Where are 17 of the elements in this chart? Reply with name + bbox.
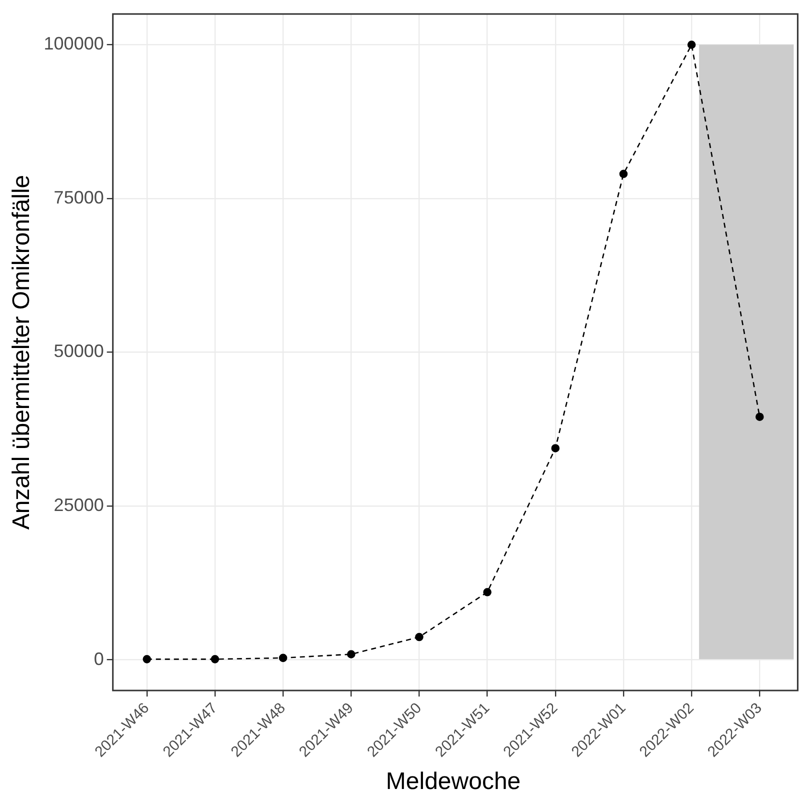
x-axis-title: Meldewoche [386, 768, 521, 796]
y-tick-label: 75000 [54, 187, 104, 208]
point [415, 632, 424, 642]
point [142, 655, 152, 664]
point [347, 650, 356, 658]
point [483, 588, 492, 596]
point [756, 412, 764, 421]
point [551, 444, 560, 452]
y-tick-label: 0 [94, 648, 104, 669]
point [619, 170, 628, 178]
y-tick-label: 25000 [54, 494, 104, 515]
point [278, 654, 288, 662]
y-tick-label: 100000 [44, 34, 104, 54]
y-axis-title: Anzahl übermittelter Omikronfälle [8, 174, 36, 530]
point [210, 655, 220, 664]
point [687, 40, 696, 49]
y-tick-label: 50000 [54, 341, 104, 362]
